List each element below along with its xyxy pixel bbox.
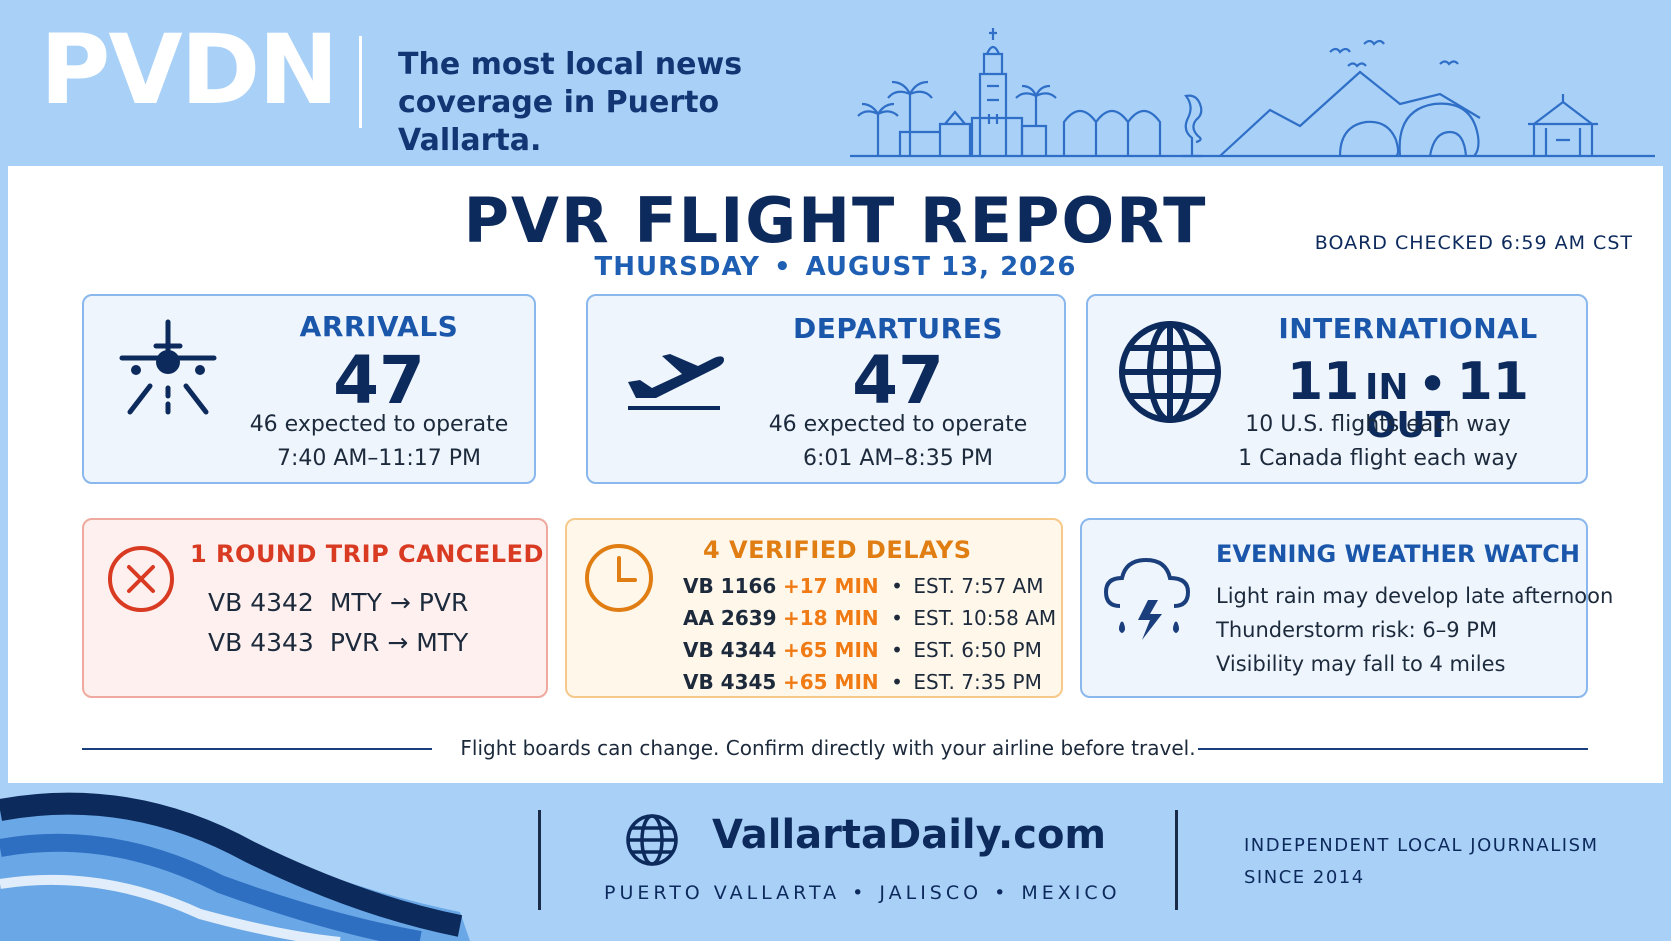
canceled-title: 1 ROUND TRIP CANCELED [190,540,544,568]
canceled-panel: 1 ROUND TRIP CANCELED VB 4342 MTY → PVR V… [82,518,548,698]
delay-flight: VB 4345 [683,670,777,694]
intl-us-flights: 10 U.S. flights each way [1245,412,1511,437]
delay-est: EST. 10:58 AM [913,606,1057,630]
disclaimer-rule-left [82,748,432,750]
tagline: The most local news coverage in Puerto V… [398,46,828,160]
delay-est: EST. 6:50 PM [913,638,1042,662]
departures-expected: 46 expected to operate [768,412,1028,437]
canceled-row: VB 4342 MTY → PVR [208,588,468,617]
intl-in-label: IN [1364,367,1409,408]
tagline-line-1: The most local news [398,47,743,82]
intl-canada-flights: 1 Canada flight each way [1238,446,1518,471]
departures-panel: DEPARTURES 47 46 expected to operate 6:0… [586,294,1066,484]
delay-minutes: +18 MIN [783,606,879,630]
site-name[interactable]: VallartaDaily.com [712,812,1107,858]
plane-landing-icon [119,319,217,415]
indep-line-2: SINCE 2014 [1244,867,1365,888]
indep-line-1: INDEPENDENT LOCAL JOURNALISM [1244,835,1599,856]
globe-icon [626,814,678,866]
location-sep: • [852,882,868,904]
weather-line: Thunderstorm risk: 6–9 PM [1216,618,1498,642]
skyline-illustration [850,28,1655,158]
weather-panel: EVENING WEATHER WATCH Light rain may dev… [1080,518,1613,698]
site-location: PUERTO VALLARTA • JALISCO • MEXICO [604,882,1121,904]
arrivals-count: 47 [333,342,425,419]
cancel-x-icon [108,546,174,612]
waves-decoration [0,792,470,941]
weather-line: Light rain may develop late afternoon [1216,584,1614,608]
delay-minutes: +65 MIN [783,670,879,694]
board-checked-time: BOARD CHECKED 6:59 AM CST [1314,232,1633,254]
independent-journalism: INDEPENDENT LOCAL JOURNALISM SINCE 2014 [1244,830,1599,894]
canceled-route: PVR → MTY [329,628,469,657]
weather-title: EVENING WEATHER WATCH [1216,540,1580,568]
delay-bullet: • [891,606,903,630]
disclaimer: Flight boards can change. Confirm direct… [460,736,1196,760]
departures-count: 47 [852,342,944,419]
intl-out-count: 11 [1456,352,1529,412]
delay-flight: VB 1166 [683,574,777,598]
delay-row: AA 2639 +18 MIN • EST. 10:58 AM [683,606,1056,630]
canceled-flight: VB 4343 [208,628,314,657]
delay-est: EST. 7:57 AM [913,574,1044,598]
report-day: THURSDAY [594,252,760,282]
pvdn-logo[interactable]: PVDN [40,14,339,126]
delays-title: 4 VERIFIED DELAYS [703,536,972,564]
departures-label: DEPARTURES [793,312,1003,345]
footer-divider-right [1175,810,1178,910]
departures-window: 6:01 AM–8:35 PM [802,446,994,471]
international-panel: INTERNATIONAL 11 IN • 11 OUT 10 U.S. fligh… [1086,294,1588,484]
international-counts: 11 IN • 11 OUT [1248,356,1568,444]
delays-panel: 4 VERIFIED DELAYS VB 1166 +17 MIN • EST. 7… [565,518,1063,698]
arrivals-label: ARRIVALS [299,310,459,343]
international-label: INTERNATIONAL [1278,312,1538,345]
date-separator: • [773,252,792,282]
footer-divider-left [538,810,541,910]
intl-separator: • [1418,359,1447,410]
delay-minutes: +65 MIN [783,638,879,662]
delay-flight: AA 2639 [683,606,777,630]
flight-report-card: PVR FLIGHT REPORT THURSDAY • AUGUST 13, 20… [8,166,1663,783]
location-state: JALISCO [879,882,983,904]
report-date: THURSDAY • AUGUST 13, 2026 [8,252,1663,282]
canceled-route: MTY → PVR [329,588,469,617]
clock-icon [585,544,653,612]
location-country: MEXICO [1021,882,1121,904]
plane-takeoff-icon [628,354,724,410]
location-sep: • [994,882,1010,904]
delay-bullet: • [891,638,903,662]
delay-bullet: • [891,574,903,598]
storm-cloud-icon [1103,557,1191,640]
delay-flight: VB 4344 [683,638,777,662]
weather-line: Visibility may fall to 4 miles [1216,652,1506,676]
delay-row: VB 1166 +17 MIN • EST. 7:57 AM [683,574,1043,598]
intl-in-count: 11 [1287,352,1360,412]
globe-icon [1119,321,1221,423]
intl-out-label: OUT [1365,405,1451,446]
location-city: PUERTO VALLARTA [604,882,841,904]
tagline-line-2: coverage in Puerto Vallarta. [398,85,720,158]
arrivals-panel: ARRIVALS 47 46 expected to operate 7:40 … [82,294,536,484]
delay-bullet: • [891,670,903,694]
report-date-value: AUGUST 13, 2026 [805,252,1077,282]
canceled-row: VB 4343 PVR → MTY [208,628,468,657]
delay-row: VB 4345 +65 MIN • EST. 7:35 PM [683,670,1042,694]
header-divider [359,36,362,128]
arrivals-window: 7:40 AM–11:17 PM [276,446,482,471]
disclaimer-rule-right [1198,748,1588,750]
delay-est: EST. 7:35 PM [913,670,1042,694]
delay-minutes: +17 MIN [783,574,879,598]
delay-row: VB 4344 +65 MIN • EST. 6:50 PM [683,638,1042,662]
report-title: PVR FLIGHT REPORT [463,184,1208,257]
arrivals-expected: 46 expected to operate [249,412,509,437]
canceled-flight: VB 4342 [208,588,314,617]
